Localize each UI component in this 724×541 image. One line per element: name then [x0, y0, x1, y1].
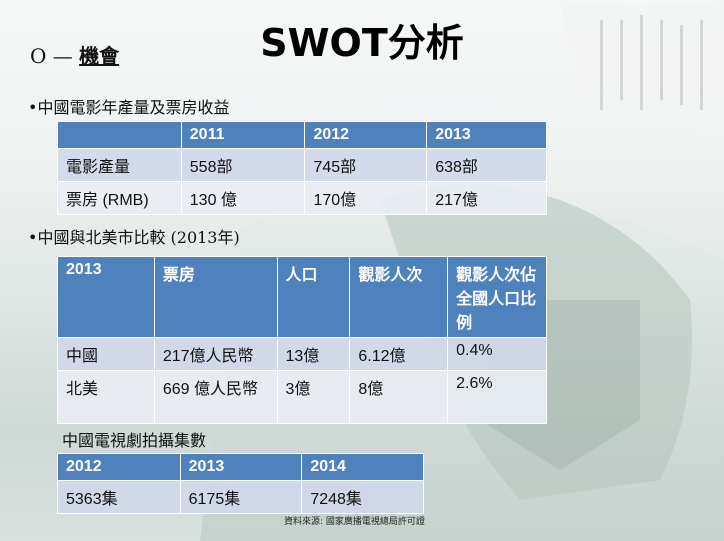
table-cell: 170億 — [304, 181, 428, 215]
header-cell: 觀影人次 — [349, 256, 449, 338]
table-cell: 6175集 — [179, 480, 303, 514]
heading-prefix: O — — [30, 44, 80, 68]
table-cell: 217億 — [426, 181, 547, 215]
table-cell: 2.6% — [447, 370, 547, 424]
table-header-row: 2011 2012 2013 — [57, 121, 547, 149]
header-cell: 2012 — [304, 121, 428, 149]
header-cell: 2012 — [57, 453, 181, 481]
header-cell: 2013 — [179, 453, 303, 481]
table-header-row: 2012 2013 2014 — [57, 453, 424, 481]
bullet-market-comparison: •中國與北美市比較 (2013年) — [28, 228, 240, 247]
table-cell: 中國 — [57, 337, 155, 371]
film-output-table: 2011 2012 2013 電影產量 558部 745部 638部 票房 (R… — [57, 121, 547, 215]
table-cell: 130 億 — [180, 181, 306, 215]
header-cell: 人口 — [276, 256, 351, 338]
table-cell: 745部 — [304, 148, 428, 182]
table-cell: 6.12億 — [349, 337, 449, 371]
section-heading: O — 機會 — [30, 40, 119, 69]
bullet-film-output: •中國電影年產量及票房收益 — [28, 98, 230, 117]
header-cell: 2013 — [426, 121, 547, 149]
source-footnote: 資料來源: 國家廣播電視總局許可證 — [284, 517, 425, 527]
tv-episodes-table: 2012 2013 2014 5363集 6175集 7248集 — [57, 453, 424, 514]
tv-series-caption: 中國電視劇拍攝集數 — [62, 431, 207, 450]
table-row: 北美 669 億人民幣 3億 8億 2.6% — [57, 370, 547, 424]
table-row: 電影產量 558部 745部 638部 — [57, 148, 547, 182]
slide-title: SWOT分析 — [260, 21, 464, 65]
table-row: 5363集 6175集 7248集 — [57, 480, 424, 514]
table-cell: 8億 — [349, 370, 449, 424]
table-cell: 7248集 — [301, 480, 424, 514]
header-cell: 票房 — [153, 256, 278, 338]
table-row: 票房 (RMB) 130 億 170億 217億 — [57, 181, 547, 215]
table-cell: 638部 — [426, 148, 547, 182]
table-cell: 3億 — [276, 370, 351, 424]
table-cell: 0.4% — [447, 337, 547, 371]
table-cell: 669 億人民幣 — [153, 370, 278, 424]
header-cell — [57, 121, 182, 149]
header-cell: 2014 — [301, 453, 424, 481]
table-cell: 票房 (RMB) — [57, 181, 182, 215]
table-header-row: 2013 票房 人口 觀影人次 觀影人次佔全國人口比例 — [57, 256, 547, 338]
table-cell: 電影產量 — [57, 148, 182, 182]
table-row: 中國 217億人民幣 13億 6.12億 0.4% — [57, 337, 547, 371]
table-cell: 5363集 — [57, 480, 181, 514]
header-cell: 2011 — [180, 121, 306, 149]
heading-label: 機會 — [79, 44, 120, 68]
table-cell: 13億 — [276, 337, 351, 371]
table-cell: 北美 — [57, 370, 155, 424]
market-comparison-table: 2013 票房 人口 觀影人次 觀影人次佔全國人口比例 中國 217億人民幣 1… — [57, 256, 547, 424]
table-cell: 558部 — [180, 148, 306, 182]
table-cell: 217億人民幣 — [153, 337, 278, 371]
header-cell: 2013 — [57, 256, 155, 338]
header-cell: 觀影人次佔全國人口比例 — [447, 256, 547, 338]
